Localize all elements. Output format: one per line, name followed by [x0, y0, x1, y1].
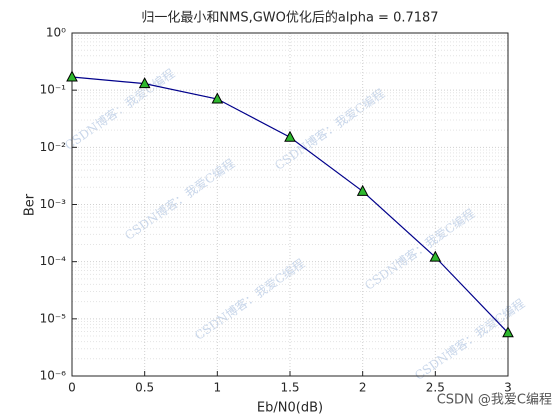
- y-tick-label: 10⁻¹: [40, 83, 67, 97]
- x-tick-label: 2.5: [426, 381, 445, 395]
- x-tick-label: 3: [504, 381, 512, 395]
- y-tick-label: 10⁰: [46, 26, 66, 40]
- x-axis-label: Eb/N0(dB): [257, 401, 323, 416]
- y-tick-label: 10⁻⁶: [40, 369, 67, 383]
- x-tick-label: 1: [214, 381, 222, 395]
- x-tick-label: 2: [359, 381, 367, 395]
- x-tick-label: 0.5: [135, 381, 154, 395]
- y-tick-label: 10⁻²: [40, 140, 67, 154]
- y-tick-label: 10⁻⁴: [40, 254, 67, 268]
- y-tick-label: 10⁻³: [40, 197, 67, 211]
- chart-title: 归一化最小和NMS,GWO优化后的alpha = 0.7187: [141, 10, 438, 26]
- plot-frame: [71, 32, 509, 377]
- data-marker: [284, 130, 296, 142]
- y-tick-label: 10⁻⁵: [40, 311, 67, 325]
- data-marker: [66, 70, 78, 82]
- data-marker: [502, 326, 514, 338]
- attribution: CSDN @我爱C编程: [437, 393, 552, 408]
- data-marker: [138, 77, 151, 89]
- y-axis-label: Ber: [23, 193, 38, 216]
- data-marker: [356, 184, 369, 196]
- data-marker: [211, 92, 224, 104]
- x-tick-label: 1.5: [280, 381, 299, 395]
- x-tick-label: 0: [68, 381, 76, 395]
- data-marker: [429, 250, 442, 262]
